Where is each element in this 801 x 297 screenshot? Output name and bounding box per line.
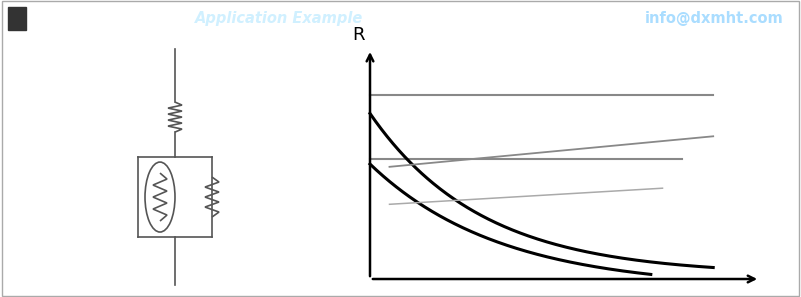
Text: 应用实例及原理: 应用实例及原理 xyxy=(33,11,97,26)
Text: 深圳市德信明科技有限公司: 深圳市德信明科技有限公司 xyxy=(430,11,540,26)
Bar xyxy=(8,7,26,31)
Text: info@dxmht.com: info@dxmht.com xyxy=(645,11,783,26)
Text: R: R xyxy=(352,26,364,44)
Text: Application Example: Application Example xyxy=(195,11,363,26)
